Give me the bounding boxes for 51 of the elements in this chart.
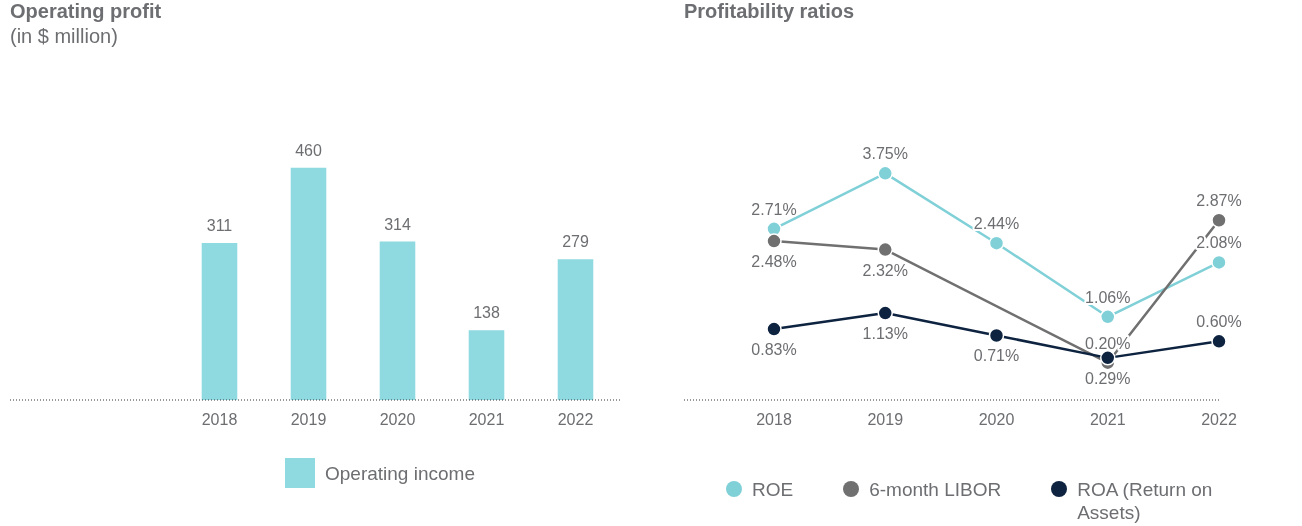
data-label: 2.71% (751, 200, 797, 218)
bar (379, 241, 416, 400)
x-tick-label: 2022 (557, 411, 594, 429)
legend-label: ROA (Return on Assets) (1077, 478, 1214, 524)
data-label: 279 (562, 233, 589, 251)
x-tick-label: 2020 (978, 411, 1015, 429)
point (1211, 254, 1227, 271)
point (988, 235, 1005, 251)
data-label: 0.83% (751, 341, 797, 359)
data-label: 0.29% (1085, 369, 1131, 387)
data-label: 311 (206, 217, 233, 235)
point (988, 327, 1005, 344)
data-label: 1.06% (1085, 288, 1131, 306)
bar (557, 259, 594, 400)
legend-label: 6-month LIBOR (869, 478, 1002, 501)
point (766, 321, 782, 337)
bar (290, 167, 327, 400)
data-label: 2.32% (862, 261, 908, 279)
data-label: 460 (295, 141, 322, 159)
chart-subtitle: (in $ million) (10, 25, 119, 48)
point (1211, 333, 1227, 350)
x-tick-label: 2019 (290, 411, 327, 429)
chart-title: Profitability ratios (684, 0, 855, 23)
x-tick-label: 2021 (468, 411, 505, 429)
chart-title: Operating profit (10, 0, 162, 23)
x-tick-label: 2022 (1201, 411, 1237, 429)
point (1100, 350, 1116, 366)
legend-label: ROE (752, 478, 794, 501)
data-label: 0.60% (1196, 313, 1242, 331)
data-label: 138 (473, 304, 500, 322)
data-label: 314 (384, 215, 411, 233)
data-label: 2.48% (751, 253, 797, 271)
x-tick-label: 2018 (201, 411, 238, 429)
x-tick-label: 2020 (379, 411, 416, 429)
bar (201, 243, 238, 400)
bar (468, 330, 505, 400)
point (1100, 309, 1116, 325)
data-label: 2.44% (973, 215, 1020, 233)
point (877, 165, 893, 182)
data-label: 3.75% (862, 145, 908, 163)
data-label: 2.87% (1196, 192, 1242, 210)
point (766, 233, 782, 249)
data-label: 0.71% (973, 347, 1020, 365)
x-tick-label: 2018 (756, 411, 792, 429)
point (877, 241, 893, 258)
point (877, 305, 893, 321)
x-tick-label: 2019 (867, 411, 904, 429)
x-tick-label: 2021 (1089, 411, 1126, 429)
legend-label: Operating income (325, 462, 475, 485)
data-label: 1.13% (862, 325, 908, 343)
point (1211, 212, 1227, 229)
